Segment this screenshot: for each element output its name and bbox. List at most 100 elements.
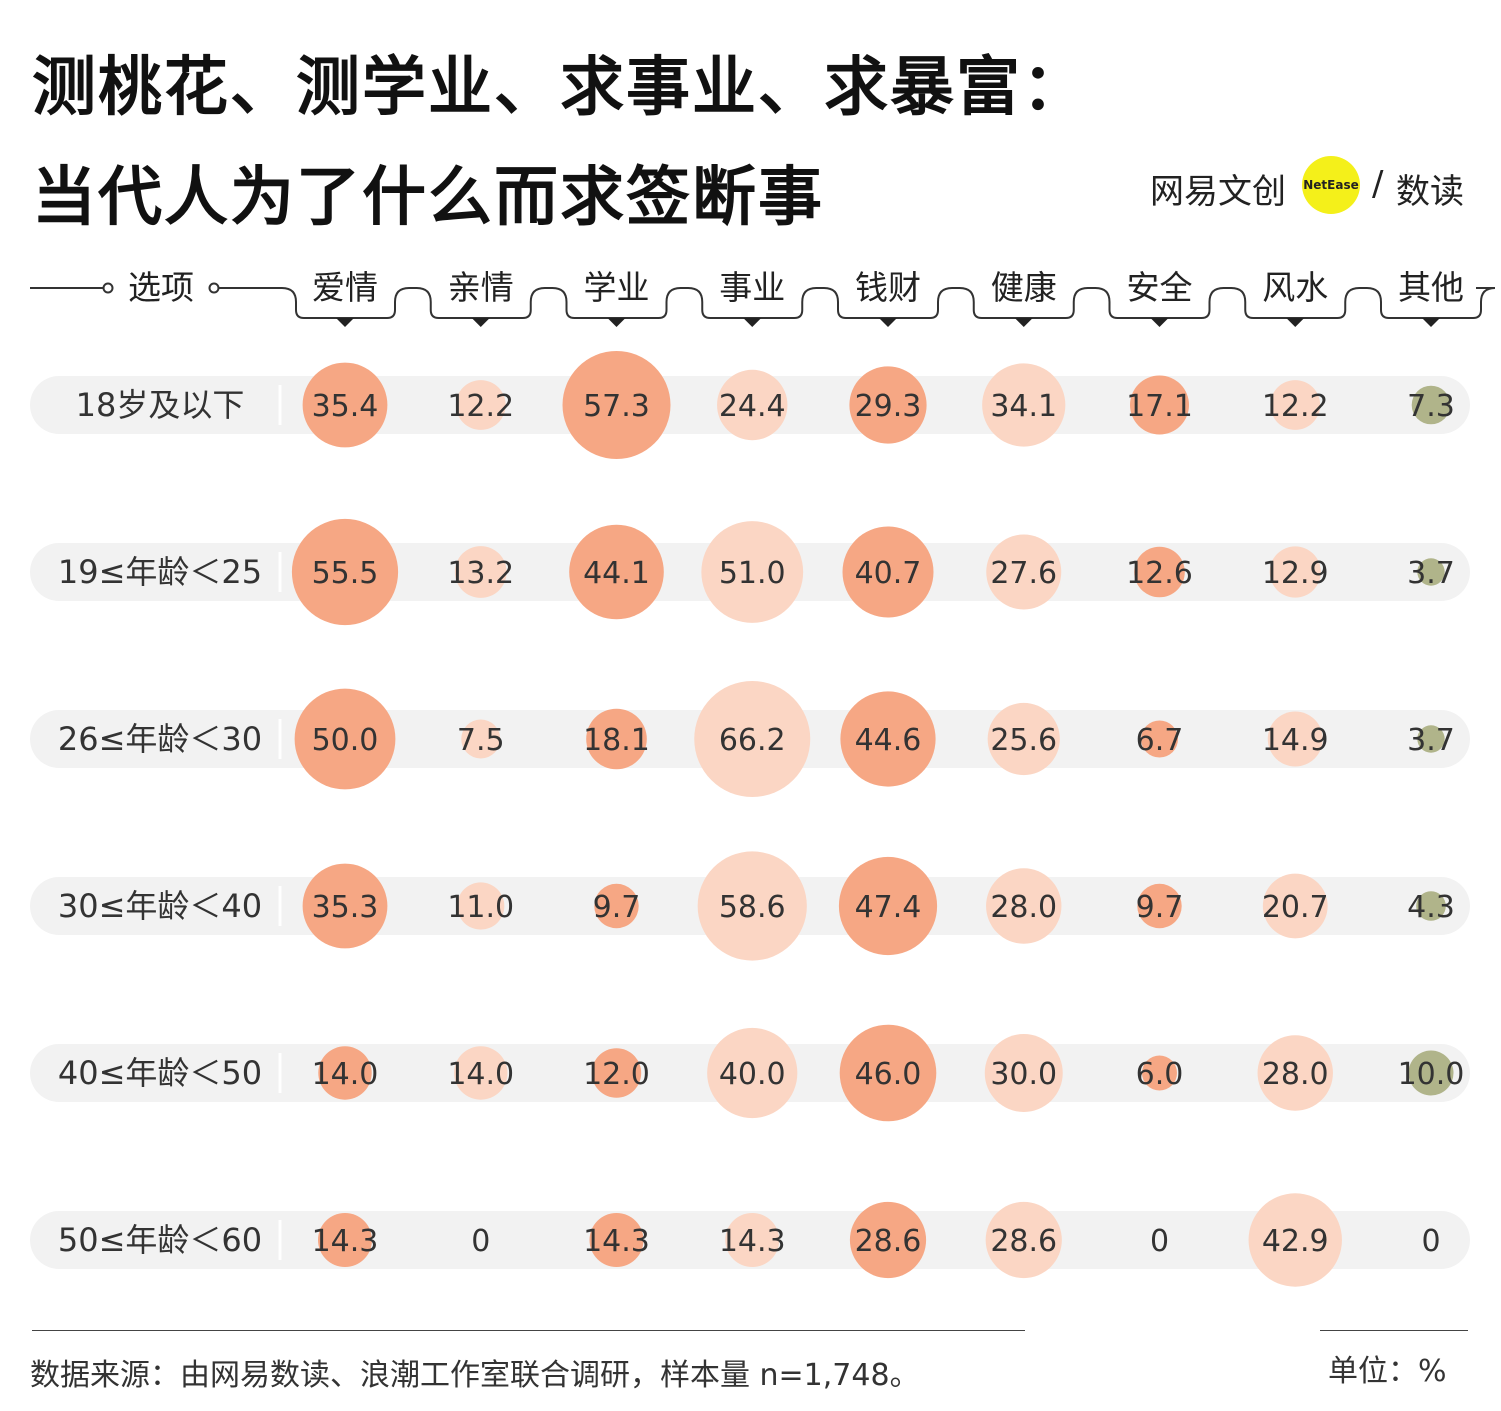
bubble-value: 20.7 (1262, 890, 1329, 925)
bubble (1262, 873, 1328, 939)
bubble (461, 719, 501, 759)
bubble (1417, 725, 1445, 753)
bubble (694, 681, 811, 797)
bubble (294, 688, 396, 790)
bubble-value: 7.3 (1407, 389, 1455, 424)
category-label: 风水 (1262, 268, 1328, 307)
category-pointer (471, 318, 490, 327)
bubble (291, 518, 399, 626)
bubble (454, 546, 507, 598)
bubble-value: 29.3 (855, 389, 922, 424)
bubble-value: 57.3 (583, 389, 650, 424)
bubble (838, 856, 938, 956)
bubble-value: 14.0 (312, 1057, 379, 1092)
brand-name: 网易文创 (1150, 172, 1286, 212)
brand-badge: NetEase (1302, 156, 1360, 214)
category-pointer (743, 318, 762, 327)
category-label: 安全 (1127, 268, 1193, 307)
bubble-value: 3.7 (1407, 556, 1455, 591)
brand-logo: 网易文创 NetEase / 数读 (1150, 156, 1480, 216)
bubble (697, 851, 807, 961)
bubble-value: 10.0 (1398, 1057, 1465, 1092)
bubble-value: 28.0 (1262, 1057, 1329, 1092)
bubble-value: 40.0 (719, 1057, 786, 1092)
bubble (1408, 1050, 1454, 1096)
unit-divider (1320, 1330, 1468, 1331)
bubble (987, 702, 1060, 776)
bubble (1248, 1193, 1342, 1287)
bubble-value: 14.3 (583, 1224, 650, 1259)
bubble (1130, 375, 1189, 435)
bubble (982, 363, 1066, 447)
bubble-value: 27.6 (990, 556, 1057, 591)
bubble (701, 521, 804, 623)
bubble (318, 1046, 372, 1100)
bubble-value: 12.2 (1262, 389, 1329, 424)
brand-sub: 数读 (1396, 172, 1464, 212)
bubble (839, 1024, 937, 1122)
bubble-value: 6.0 (1136, 1057, 1184, 1092)
category-pointer (1150, 318, 1169, 327)
category-pointer (336, 318, 354, 327)
bubble-value: 9.7 (1136, 890, 1184, 925)
category-label: 其他 (1398, 268, 1464, 307)
bubble-value: 34.1 (990, 389, 1057, 424)
bubble (725, 1213, 780, 1267)
bubble-value: 58.6 (719, 890, 786, 925)
bubble-value: 14.3 (719, 1224, 786, 1259)
category-label: 事业 (719, 268, 785, 307)
row-label: 50≤年龄＜60 (58, 1221, 262, 1259)
bubble-value: 35.3 (312, 890, 379, 925)
bubble (986, 868, 1062, 944)
bubble (1417, 558, 1445, 586)
category-pointer (607, 318, 626, 327)
bubble (707, 1027, 798, 1119)
bubble-value: 11.0 (447, 890, 514, 925)
bubble-value: 28.6 (855, 1224, 922, 1259)
bubble-value: 50.0 (312, 723, 379, 758)
bubble (1270, 380, 1321, 430)
bubble (1269, 546, 1321, 598)
category-label: 钱财 (855, 268, 921, 307)
category-label: 亲情 (448, 268, 514, 307)
bubble (1411, 385, 1451, 425)
bubble (589, 1213, 644, 1267)
bubble-value: 12.2 (447, 389, 514, 424)
bubble (455, 380, 506, 430)
bubble-value: 25.6 (990, 723, 1057, 758)
row-label: 30≤年龄＜40 (58, 887, 262, 925)
bubble-value: 66.2 (719, 723, 786, 758)
bubble-value: 44.1 (583, 556, 650, 591)
bubble (986, 534, 1062, 610)
bubble (586, 708, 647, 770)
bubble (591, 1048, 642, 1098)
bubble (984, 1034, 1063, 1112)
category-label: 爱情 (312, 268, 378, 307)
bubble (454, 1046, 508, 1100)
bubble-value: 14.9 (1262, 723, 1329, 758)
bubble-value: 44.6 (855, 723, 922, 758)
bubble-value: 42.9 (1262, 1224, 1329, 1259)
header-rule (30, 287, 1496, 319)
bubble (1416, 891, 1446, 921)
row-label: 26≤年龄＜30 (58, 720, 262, 758)
bubble-value: 6.7 (1136, 723, 1184, 758)
bubble-value: 30.0 (990, 1057, 1057, 1092)
bubble-value: 0 (1150, 1224, 1169, 1259)
category-pointer (879, 318, 897, 327)
bubble-value: 7.5 (457, 723, 505, 758)
bubble-value: 4.3 (1407, 890, 1455, 925)
bubble-value: 12.6 (1126, 556, 1193, 591)
data-source-note: 数据来源：由网易数读、浪潮工作室联合调研，样本量 n=1,748。 (30, 1358, 920, 1393)
bubble (717, 369, 788, 441)
bubble-value: 28.6 (990, 1224, 1057, 1259)
brand-separator: / (1372, 164, 1384, 204)
bubble-value: 28.0 (990, 890, 1057, 925)
bubble-value: 12.0 (583, 1057, 650, 1092)
options-label: 选项 (128, 268, 194, 307)
bubble-value: 0 (1421, 1224, 1440, 1259)
category-label: 健康 (991, 268, 1057, 307)
bubble (849, 1201, 927, 1279)
bubble-value: 9.7 (593, 890, 641, 925)
bubble (842, 526, 934, 618)
